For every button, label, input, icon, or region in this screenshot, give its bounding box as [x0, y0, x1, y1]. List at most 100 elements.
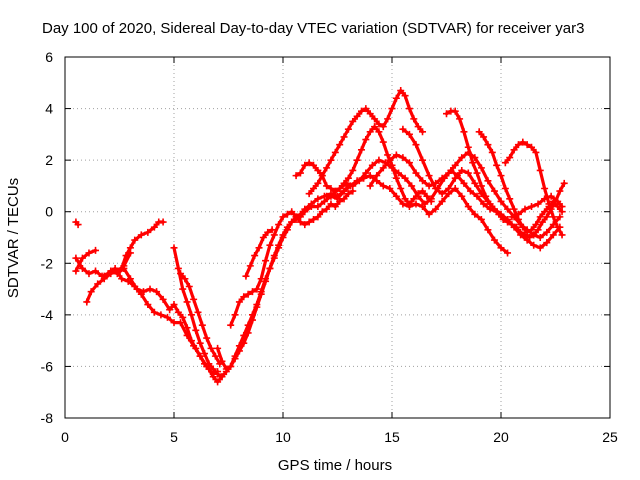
data-point [214, 344, 222, 352]
x-tick-label: 25 [602, 429, 618, 445]
data-point [421, 200, 429, 208]
data-point [536, 244, 544, 252]
data-point [292, 213, 300, 221]
data-point [510, 205, 518, 213]
data-point [240, 331, 248, 339]
data-point [218, 357, 226, 365]
data-point [331, 203, 339, 211]
data-point [395, 169, 403, 177]
data-point [484, 226, 492, 234]
data-point [388, 105, 396, 113]
data-point [528, 203, 536, 211]
data-point [131, 236, 139, 244]
data-point [318, 208, 326, 216]
data-point [307, 203, 315, 211]
data-point [323, 164, 331, 172]
data-point [469, 159, 477, 167]
data-point [397, 185, 405, 193]
axes: 0 5 10 15 20 25 -8 -6 -4 -2 0 2 4 6 [41, 49, 618, 445]
data-point [192, 326, 200, 334]
data-point [480, 200, 488, 208]
data-point [362, 169, 370, 177]
data-point [192, 344, 200, 352]
data-point [386, 156, 394, 164]
data-point [366, 110, 374, 118]
data-point [264, 228, 272, 236]
series-arc-9 [216, 174, 510, 371]
series-arc-3 [74, 248, 98, 273]
data-point [528, 226, 536, 234]
data-point [133, 285, 141, 293]
data-point [301, 208, 309, 216]
data-point [310, 161, 318, 169]
data-point [310, 185, 318, 193]
data-point [301, 161, 309, 169]
data-point [512, 223, 520, 231]
data-point [323, 205, 331, 213]
data-point [392, 94, 400, 102]
data-point [375, 120, 383, 128]
data-point [379, 138, 387, 146]
data-point [203, 334, 211, 342]
data-point [288, 208, 296, 216]
data-point [257, 275, 265, 283]
data-point [72, 267, 80, 275]
data-point [458, 192, 466, 200]
data-point [305, 159, 313, 167]
data-point [384, 151, 392, 159]
data-point [519, 223, 527, 231]
data-point [530, 241, 538, 249]
data-point [438, 174, 446, 182]
data-point [399, 200, 407, 208]
data-point [159, 295, 167, 303]
data-point [301, 221, 309, 229]
data-point [490, 205, 498, 213]
data-point [412, 141, 420, 149]
data-point [357, 107, 365, 115]
series-arc-15 [368, 150, 562, 240]
data-point [517, 228, 525, 236]
data-point [266, 264, 274, 272]
data-point [266, 241, 274, 249]
y-tick-label: -2 [41, 255, 54, 271]
data-point [471, 210, 479, 218]
data-point [146, 285, 154, 293]
data-series [72, 87, 568, 386]
data-point [253, 285, 261, 293]
data-point [371, 115, 379, 123]
data-point [392, 174, 400, 182]
data-point [508, 213, 516, 221]
data-point [349, 182, 357, 190]
data-point [201, 350, 209, 358]
data-point [471, 179, 479, 187]
data-point [177, 270, 185, 278]
data-point [126, 275, 134, 283]
data-point [139, 288, 147, 296]
data-point [163, 313, 171, 321]
data-point [181, 275, 189, 283]
data-point [386, 185, 394, 193]
data-point [501, 185, 509, 193]
data-point [405, 200, 413, 208]
data-point [412, 200, 420, 208]
data-point [320, 197, 328, 205]
data-point [235, 342, 243, 350]
data-point [275, 221, 283, 229]
data-point [375, 128, 383, 136]
x-tick-label: 20 [493, 429, 509, 445]
data-point [482, 192, 490, 200]
data-point [362, 105, 370, 113]
data-point [344, 125, 352, 133]
data-point [432, 205, 440, 213]
data-point [414, 123, 422, 131]
data-point [150, 308, 158, 316]
data-point [464, 203, 472, 211]
data-point [477, 164, 485, 172]
data-point [362, 136, 370, 144]
plot-frame [64, 56, 611, 419]
data-point [336, 185, 344, 193]
data-point [253, 301, 261, 309]
data-point [401, 195, 409, 203]
data-point [275, 244, 283, 252]
data-point [248, 288, 256, 296]
